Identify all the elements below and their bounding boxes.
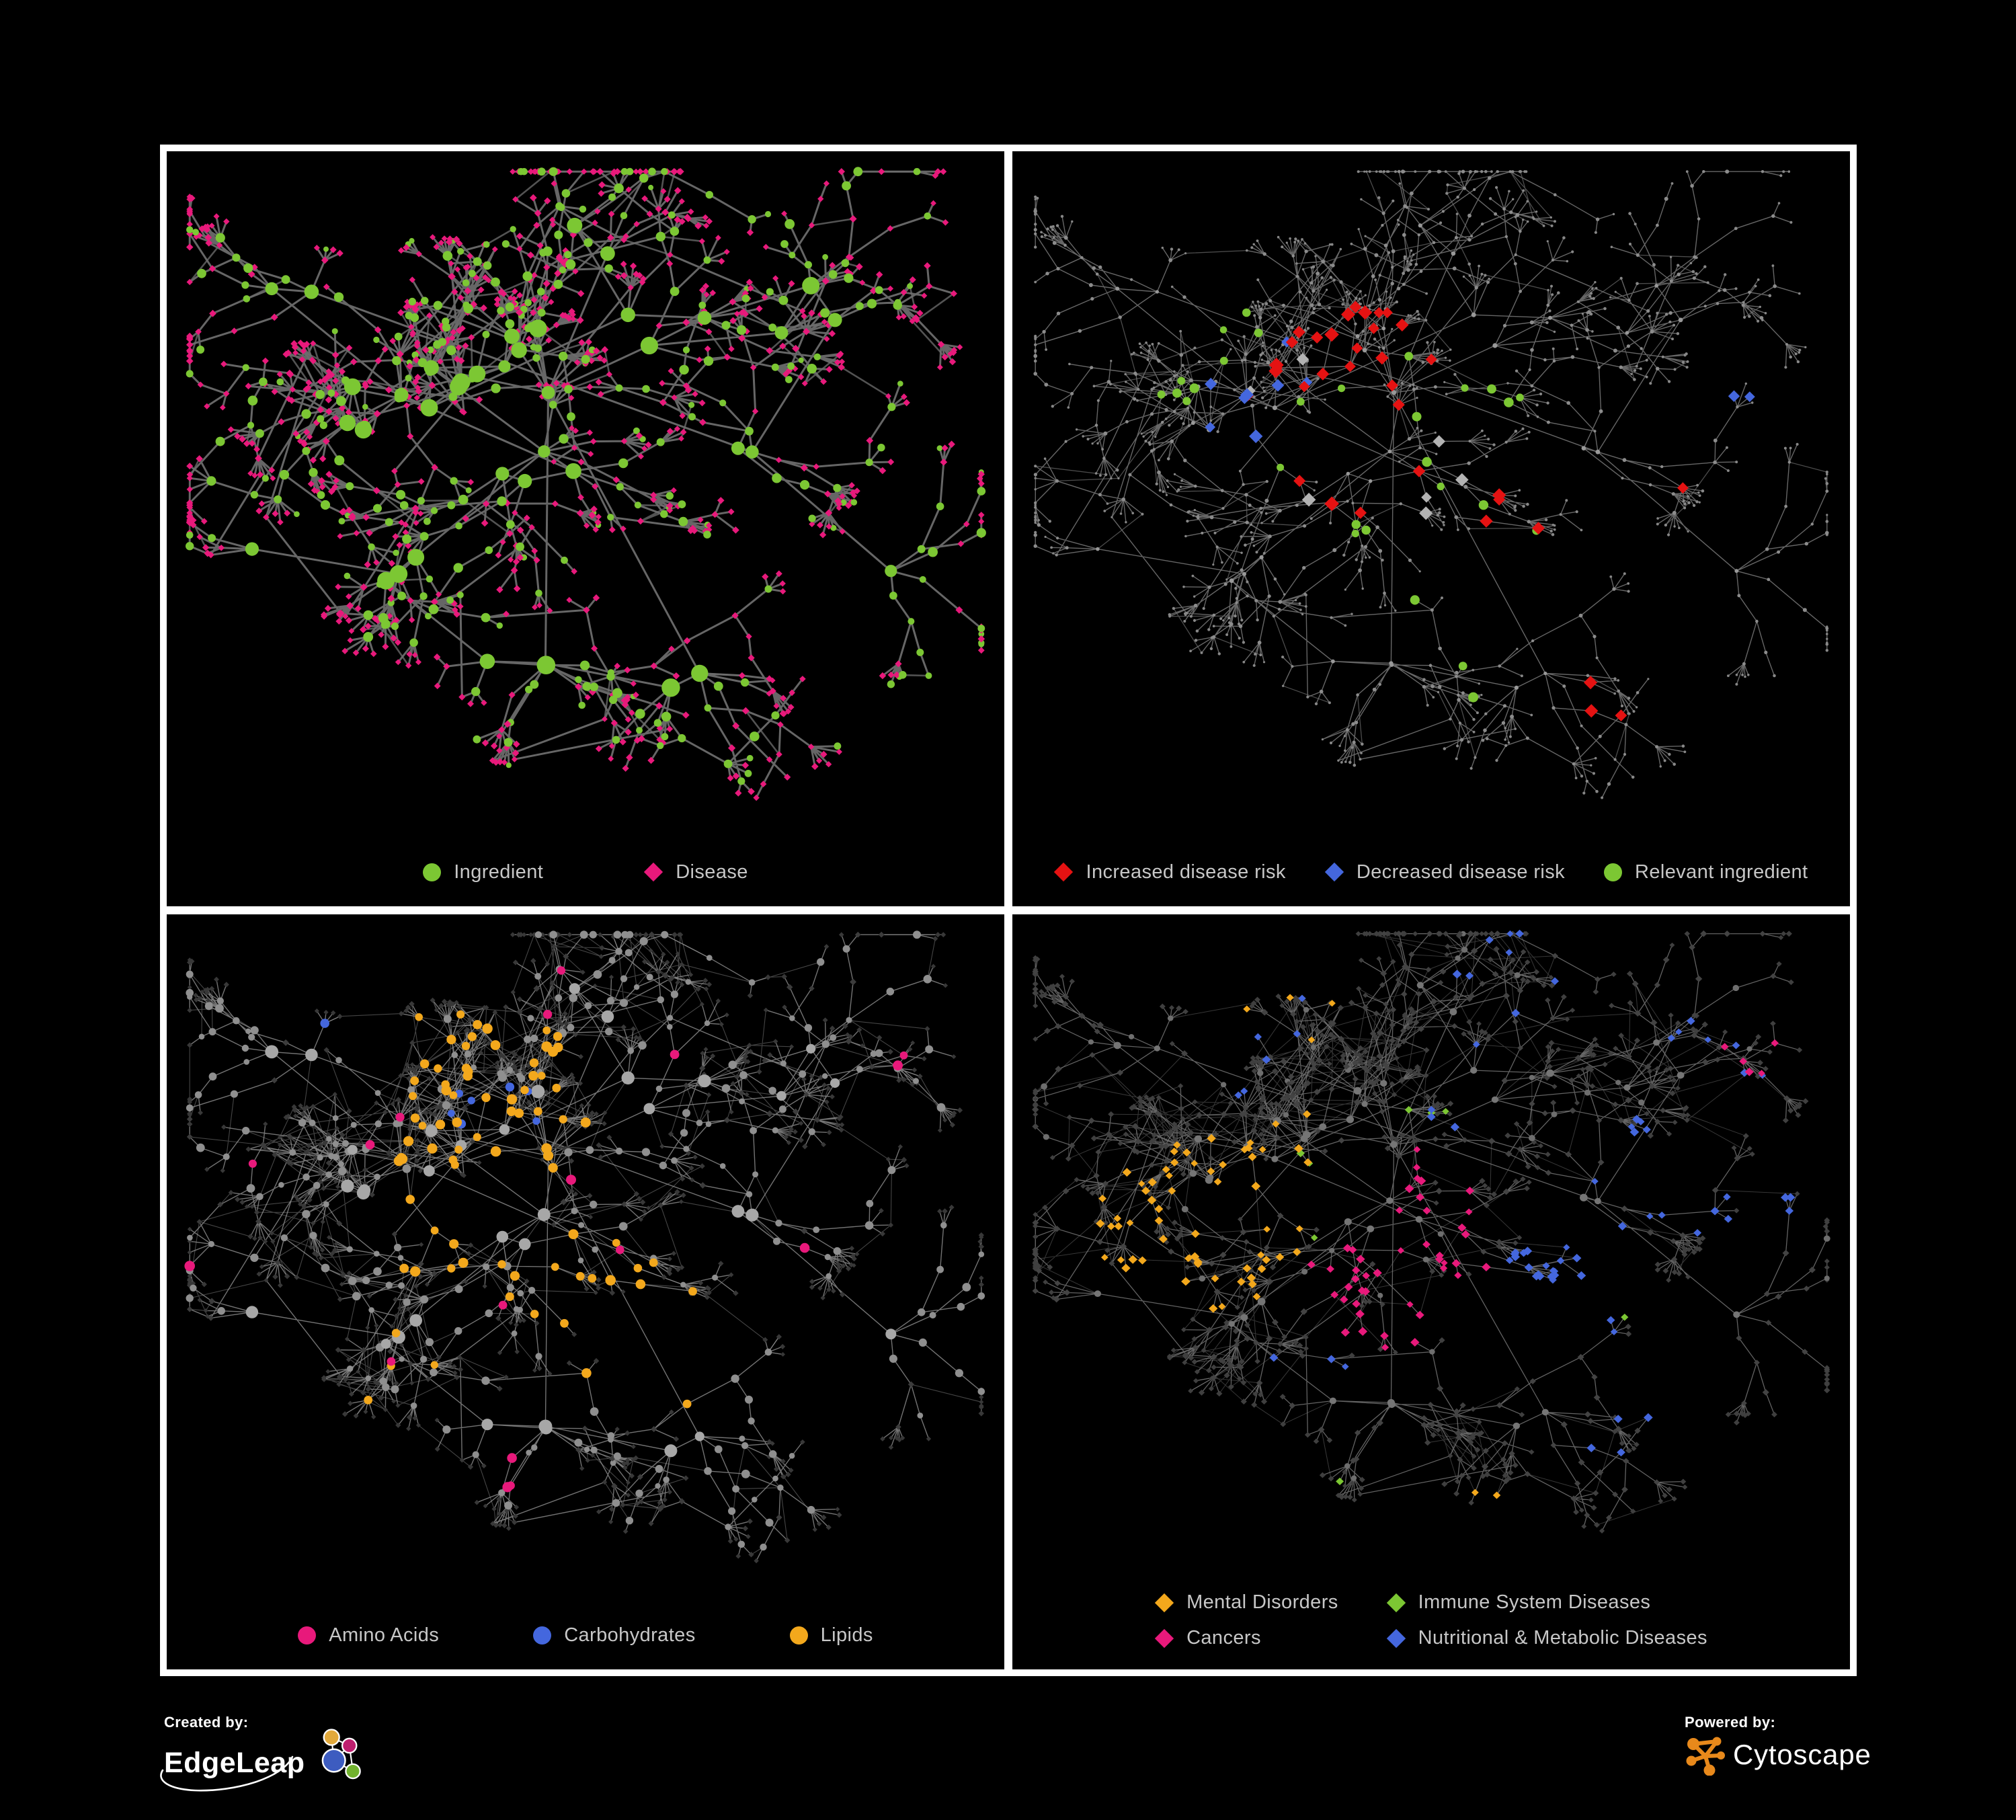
legend-label: Increased disease risk xyxy=(1086,861,1286,883)
legend-item: Decreased disease risk xyxy=(1324,861,1566,883)
legend-item: Cancers xyxy=(1154,1627,1338,1649)
ingredient-disease-network-graph xyxy=(186,167,986,801)
relevant-ingredient-marker-icon xyxy=(1604,863,1623,881)
legend-item: Ingredient xyxy=(423,861,543,883)
legend-label: Disease xyxy=(676,861,748,883)
edgeleap-node-green xyxy=(344,1763,361,1780)
panel-nutrients: Amino Acids Carbohydrates Lipids xyxy=(167,910,1008,1669)
legend-item: Lipids xyxy=(789,1624,873,1647)
disease-marker-icon xyxy=(644,862,663,882)
ingredient-marker-icon xyxy=(423,863,442,881)
legend-label: Nutritional & Metabolic Diseases xyxy=(1418,1627,1707,1649)
edgeleap-node-magenta xyxy=(341,1737,357,1754)
panel-disease-categories: Mental Disorders Immune System Diseases Ca… xyxy=(1008,910,1850,1669)
disease-risk-network-graph xyxy=(1033,169,1829,799)
disease-risk-legend: Increased disease risk Decreased disease … xyxy=(1012,847,1850,906)
legend-label: Mental Disorders xyxy=(1186,1591,1338,1613)
disease-categories-legend: Mental Disorders Immune System Diseases Ca… xyxy=(1012,1578,1850,1669)
nutrients-legend: Amino Acids Carbohydrates Lipids xyxy=(167,1610,1004,1669)
panel-disease-risk: Increased disease risk Decreased disease … xyxy=(1008,151,1850,910)
cytoscape-wordmark: Cytoscape xyxy=(1733,1739,1871,1770)
decreased-risk-marker-icon xyxy=(1324,862,1344,882)
legend-label: Ingredient xyxy=(454,861,544,883)
cancers-marker-icon xyxy=(1154,1628,1174,1648)
legend-label: Decreased disease risk xyxy=(1356,861,1566,883)
legend-item: Increased disease risk xyxy=(1054,861,1285,883)
cytoscape-icon xyxy=(1686,1737,1725,1776)
legend-item: Nutritional & Metabolic Diseases xyxy=(1386,1627,1707,1649)
powered-by-block: Powered by: Cytoscape xyxy=(1685,1714,1906,1776)
edgeleap-wordmark: EdgeLeap xyxy=(164,1746,305,1779)
created-by-block: Created by: EdgeLeap xyxy=(160,1714,366,1793)
disease-categories-network-graph xyxy=(1032,929,1830,1534)
legend-item: Amino Acids xyxy=(298,1624,439,1647)
legend-label: Cancers xyxy=(1186,1627,1261,1649)
legend-item: Carbohydrates xyxy=(533,1624,695,1647)
edgeleap-node-blue xyxy=(321,1748,346,1773)
legend-label: Lipids xyxy=(820,1624,873,1646)
legend-label: Immune System Diseases xyxy=(1418,1591,1651,1613)
edgeleap-logo-icon xyxy=(321,1729,361,1780)
created-by-label: Created by: xyxy=(164,1714,249,1731)
legend-item: Mental Disorders xyxy=(1154,1591,1338,1614)
edgeleap-node-yellow xyxy=(323,1729,340,1746)
legend-item: Relevant ingredient xyxy=(1604,861,1808,883)
legend-label: Relevant ingredient xyxy=(1635,861,1808,883)
lipids-marker-icon xyxy=(789,1626,808,1645)
nutrients-network-graph xyxy=(184,931,985,1564)
legend-item: Immune System Diseases xyxy=(1386,1591,1707,1614)
carbohydrates-marker-icon xyxy=(533,1626,552,1645)
nutritional-metabolic-diseases-marker-icon xyxy=(1386,1628,1406,1648)
legend-label: Amino Acids xyxy=(329,1624,440,1646)
legend-label: Carbohydrates xyxy=(564,1624,696,1646)
increased-risk-marker-icon xyxy=(1054,862,1074,882)
amino-acids-marker-icon xyxy=(298,1626,317,1645)
figure-panel-grid: Ingredient Disease Increased disease risk… xyxy=(160,145,1857,1676)
mental-disorders-marker-icon xyxy=(1154,1593,1174,1612)
legend-item: Disease xyxy=(644,861,748,883)
immune-system-diseases-marker-icon xyxy=(1386,1593,1406,1612)
ingredient-disease-legend: Ingredient Disease xyxy=(167,847,1004,906)
powered-by-label: Powered by: xyxy=(1685,1714,1776,1731)
panel-ingredient-disease: Ingredient Disease xyxy=(167,151,1008,910)
